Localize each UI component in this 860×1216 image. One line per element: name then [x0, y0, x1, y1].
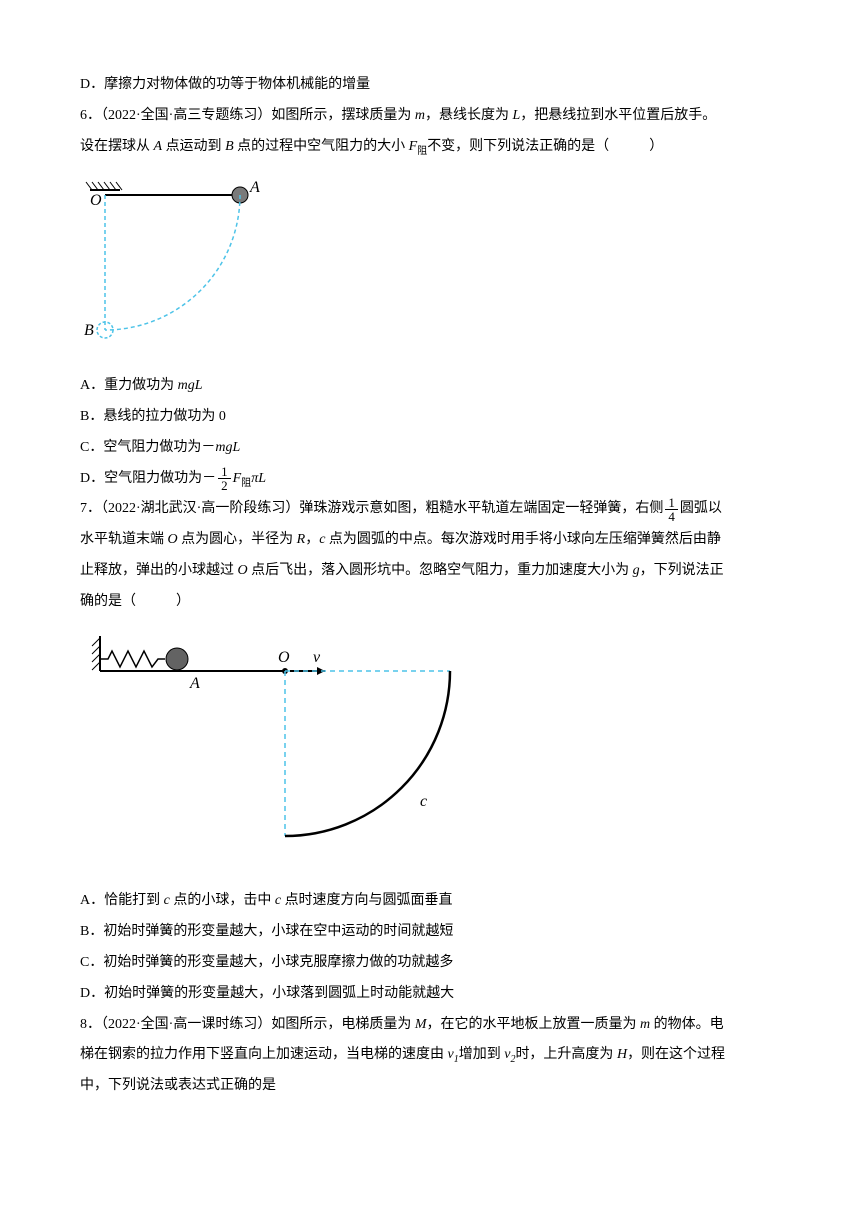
sub-zu: 阻	[417, 145, 427, 156]
q8-text: 8．（2022·全国·高一课时练习）如图所示，电梯质量为	[80, 1017, 415, 1032]
q8-text: ，则在这个过程	[627, 1047, 725, 1062]
var-A: A	[154, 139, 163, 154]
q7-option-c: C．初始时弹簧的形变量越大，小球克服摩擦力做的功就越多	[80, 948, 780, 979]
var-m: m	[415, 108, 425, 123]
q6-text: 不变，则下列说法正确的是（	[427, 139, 609, 154]
q8-stem-line3: 中，下列说法或表达式正确的是	[80, 1071, 780, 1102]
q6-diagram: O A B	[80, 170, 780, 363]
opt-text: D．空气阻力做功为－	[80, 471, 216, 486]
label-c: c	[420, 793, 427, 810]
label-v: v	[313, 649, 321, 666]
q7-diagram: A O v c	[80, 626, 780, 879]
opt-text: A．恰能打到	[80, 893, 164, 908]
opt-text: 点时速度方向与圆弧面垂直	[281, 893, 453, 908]
q8-text: 梯在钢索的拉力作用下竖直向上加速运动，当电梯的速度由	[80, 1047, 448, 1062]
q7-text: 水平轨道末端	[80, 532, 168, 547]
fraction: 14	[665, 496, 678, 523]
q6-text: ，悬线长度为	[425, 108, 513, 123]
var-g: g	[633, 563, 640, 578]
q7-stem-line4: 确的是（ ）	[80, 587, 780, 618]
q8-text: 时，上升高度为	[515, 1047, 617, 1062]
opt-text: C．空气阻力做功为－	[80, 440, 215, 455]
sub: 阻	[241, 477, 251, 488]
var-B: B	[225, 139, 234, 154]
q6-option-c: C．空气阻力做功为－mgL	[80, 433, 780, 464]
q7-option-b: B．初始时弹簧的形变量越大，小球在空中运动的时间就越短	[80, 917, 780, 948]
label-O: O	[278, 649, 290, 666]
q7-stem-line2: 水平轨道末端 O 点为圆心，半径为 R，c 点为圆弧的中点。每次游戏时用手将小球…	[80, 525, 780, 556]
q8-text: 增加到	[459, 1047, 505, 1062]
q7-text: 点后飞出，落入圆形坑中。忽略空气阻力，重力加速度大小为	[248, 563, 633, 578]
var: mgL	[215, 440, 240, 455]
q8-text: ，在它的水平地板上放置一质量为	[427, 1017, 641, 1032]
var-m: m	[640, 1017, 650, 1032]
q8-stem-line2: 梯在钢索的拉力作用下竖直向上加速运动，当电梯的速度由 v1增加到 v2时，上升高…	[80, 1040, 780, 1071]
q7-stem: 7．（2022·湖北武汉·高一阶段练习）弹珠游戏示意如图，粗糙水平轨道左端固定一…	[80, 494, 780, 525]
q6-text: ）	[649, 139, 663, 154]
var: F	[233, 471, 242, 486]
label-A: A	[189, 675, 200, 692]
q8-stem: 8．（2022·全国·高一课时练习）如图所示，电梯质量为 M，在它的水平地板上放…	[80, 1010, 780, 1041]
q7-text: 圆弧以	[680, 501, 722, 516]
q7-option-d: D．初始时弹簧的形变量越大，小球落到圆弧上时动能就越大	[80, 979, 780, 1010]
q7-text: 7．（2022·湖北武汉·高一阶段练习）弹珠游戏示意如图，粗糙水平轨道左端固定一…	[80, 501, 663, 516]
q5-option-d: D．摩擦力对物体做的功等于物体机械能的增量	[80, 70, 780, 101]
var: mgL	[178, 378, 203, 393]
q8-text: 的物体。电	[650, 1017, 724, 1032]
var-M: M	[415, 1017, 427, 1032]
q6-text: 6．（2022·全国·高三专题练习）如图所示，摆球质量为	[80, 108, 415, 123]
opt-text: 点的小球，击中	[170, 893, 275, 908]
label-B: B	[84, 322, 94, 339]
q7-text: 点为圆心，半径为	[178, 532, 297, 547]
var: πL	[251, 471, 266, 486]
q6-text: 点的过程中空气阻力的大小	[234, 139, 409, 154]
q6-text: 设在摆球从	[80, 139, 154, 154]
q7-stem-line3: 止释放，弹出的小球越过 O 点后飞出，落入圆形坑中。忽略空气阻力，重力加速度大小…	[80, 556, 780, 587]
q6-text: ，把悬线拉到水平位置后放手。	[520, 108, 716, 123]
q6-option-a: A．重力做功为 mgL	[80, 371, 780, 402]
q6-option-d: D．空气阻力做功为－12F阻πL	[80, 464, 780, 495]
fraction: 12	[218, 465, 231, 492]
var-H: H	[617, 1047, 627, 1062]
var-R: R	[297, 532, 306, 547]
var-O: O	[168, 532, 178, 547]
q7-text: ，下列说法正	[640, 563, 724, 578]
var-O: O	[238, 563, 248, 578]
label-A: A	[249, 179, 260, 196]
q7-text: 点为圆弧的中点。每次游戏时用手将小球向左压缩弹簧然后由静	[325, 532, 721, 547]
q7-text: 止释放，弹出的小球越过	[80, 563, 238, 578]
q7-text: ，	[305, 532, 319, 547]
q6-option-b: B．悬线的拉力做功为 0	[80, 402, 780, 433]
q6-text: 点运动到	[162, 139, 225, 154]
var-F: F	[409, 139, 418, 154]
opt-text: A．重力做功为	[80, 378, 178, 393]
q7-text: 确的是（	[80, 594, 136, 609]
label-O: O	[90, 192, 102, 209]
q7-option-a: A．恰能打到 c 点的小球，击中 c 点时速度方向与圆弧面垂直	[80, 886, 780, 917]
q6-stem-line2: 设在摆球从 A 点运动到 B 点的过程中空气阻力的大小 F阻不变，则下列说法正确…	[80, 132, 780, 163]
q6-stem: 6．（2022·全国·高三专题练习）如图所示，摆球质量为 m，悬线长度为 L，把…	[80, 101, 780, 132]
q7-text: ）	[176, 594, 190, 609]
